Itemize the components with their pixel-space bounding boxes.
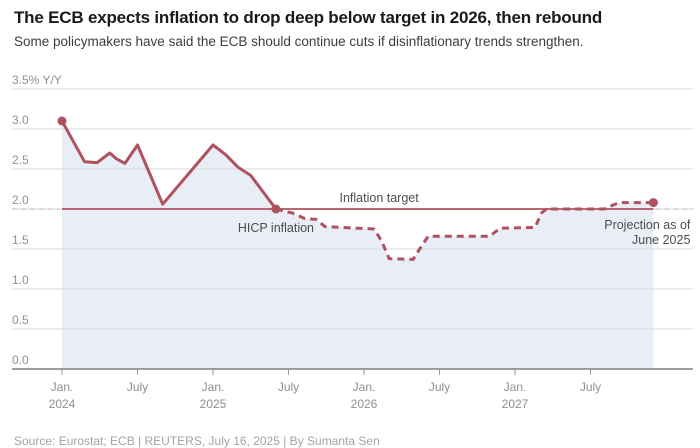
shaded-area [62, 121, 654, 369]
projection-label-line1: Projection as of [604, 218, 691, 232]
data-lines [60, 119, 654, 261]
y-tick-label: 2.5 [12, 153, 29, 167]
x-tick-label: July [429, 380, 450, 394]
x-tick-year-label: 2025 [200, 397, 227, 411]
y-tick-label: 3.0 [12, 113, 29, 127]
y-tick-label: 0.5 [12, 313, 29, 327]
hicp-line [60, 119, 278, 211]
x-tick-labels: Jan. 2024 July Jan. 2025 July Jan. 2026 July Jan.… [49, 380, 602, 411]
x-tick-year-label: 2024 [49, 397, 76, 411]
hicp-label: HICP inflation [238, 221, 314, 235]
x-tick-year-label: 2026 [351, 397, 378, 411]
area-fill [62, 121, 654, 369]
x-tick-label: Jan. [51, 380, 74, 394]
x-tick-label: July [127, 380, 148, 394]
x-tick-label: Jan. [504, 380, 527, 394]
data-point-marker [648, 198, 658, 208]
x-tick-year-label: 2027 [502, 397, 529, 411]
x-tick-label: July [278, 380, 299, 394]
y-tick-label: 1.5 [12, 233, 29, 247]
data-point-marker [271, 204, 281, 214]
x-axis [12, 368, 693, 375]
gridlines [12, 88, 693, 330]
y-tick-label: 3.5% Y/Y [12, 73, 62, 87]
y-tick-labels: 3.5% Y/Y 3.0 2.5 2.0 1.5 1.0 0.5 0.0 [12, 73, 62, 367]
projection-label-line2: June 2025 [632, 233, 690, 247]
x-tick-label: July [580, 380, 601, 394]
y-tick-label: 0.0 [12, 353, 29, 367]
x-tick-label: Jan. [353, 380, 376, 394]
y-tick-label: 2.0 [12, 193, 29, 207]
y-tick-label: 1.0 [12, 273, 29, 287]
chart-title: The ECB expects inflation to drop deep b… [14, 8, 603, 27]
source-line: Source: Eurostat; ECB | REUTERS, July 16… [14, 434, 380, 448]
chart-subtitle: Some policymakers have said the ECB shou… [14, 34, 584, 49]
x-tick-label: Jan. [202, 380, 225, 394]
target-label: Inflation target [339, 191, 419, 205]
data-point-markers [57, 116, 658, 214]
data-point-marker [57, 116, 67, 126]
chart-annotations: Inflation target HICP inflation Projection… [238, 191, 691, 247]
projection-line [275, 201, 654, 261]
